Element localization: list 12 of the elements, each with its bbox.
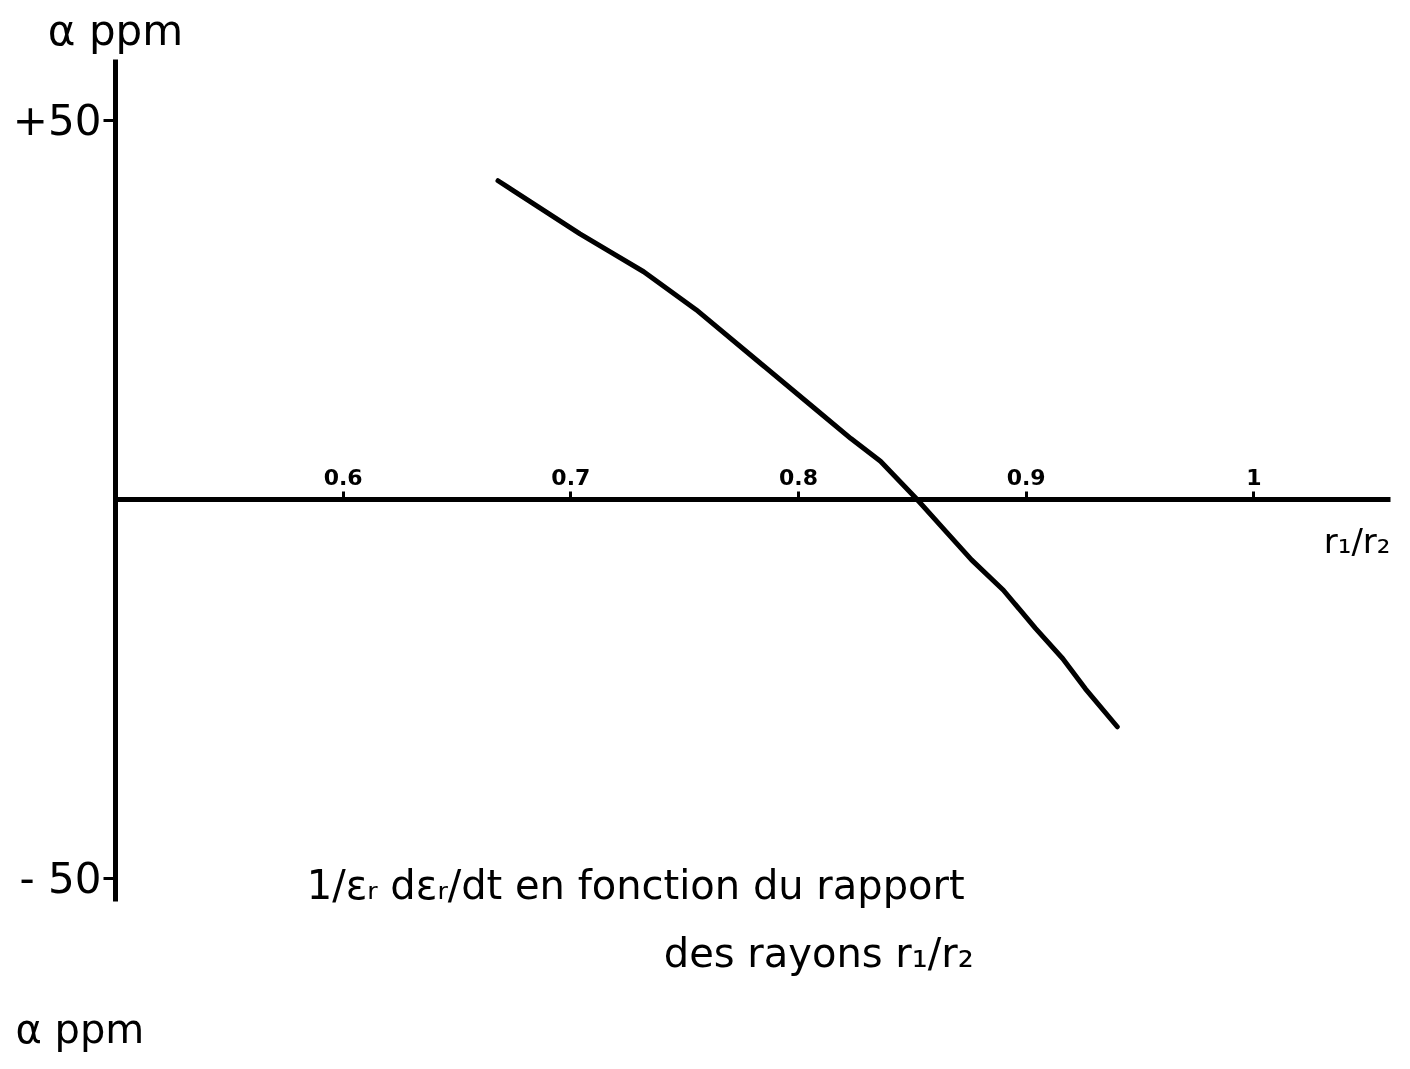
x-tick-label: 1 [1246,465,1262,491]
y-tick-label: +50 [12,95,102,145]
y-axis-title: α ppm [47,6,184,56]
x-tick-label: 0.8 [779,465,819,491]
text: α ppm [15,1006,145,1053]
annotation: 1/εᵣ dεᵣ/dt en fonction du rapport [306,862,965,909]
x-tick-label: 0.7 [551,465,591,491]
x-tick-label: 0.9 [1006,465,1046,491]
x-tick-label: 0.6 [323,465,363,491]
text: des rayons r₁/r₂ [663,930,974,977]
x-axis-title: r₁/r₂ [1323,521,1391,562]
y-tick-label: - 50 [19,853,102,903]
